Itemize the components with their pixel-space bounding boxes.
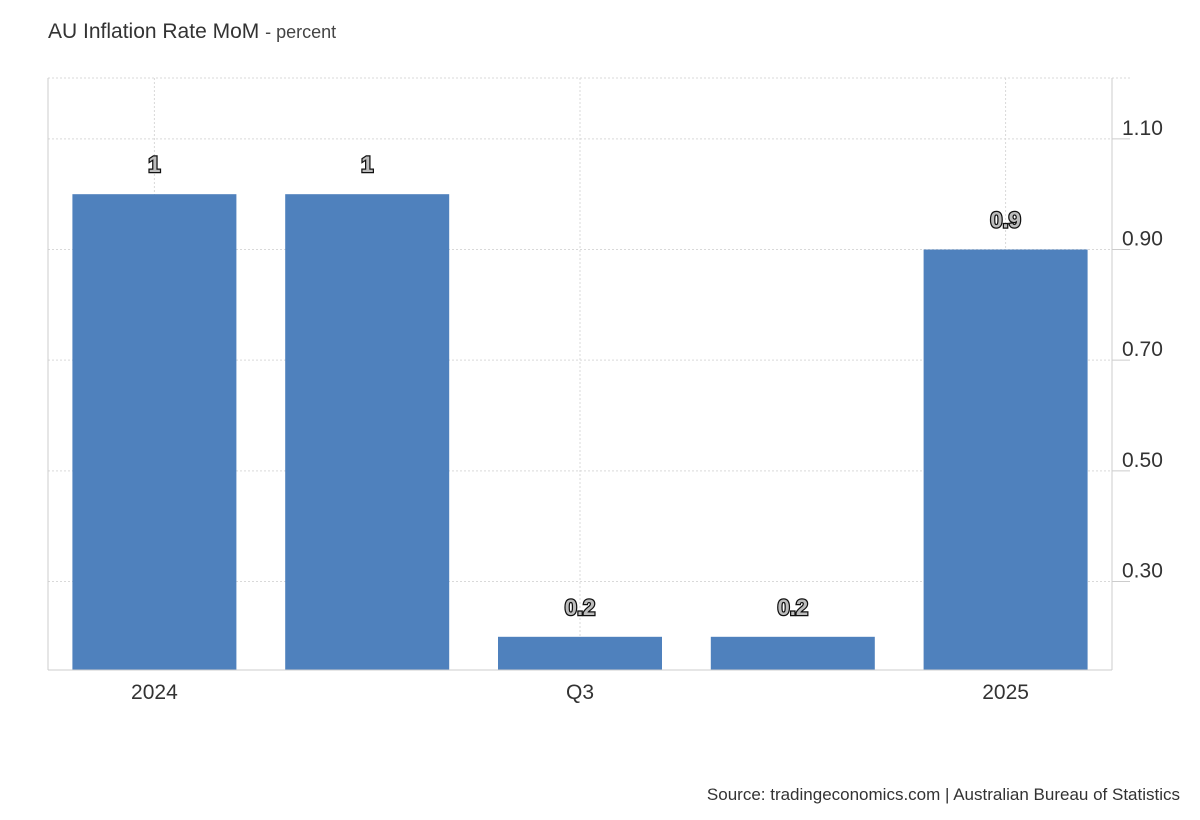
x-tick-label: 2025	[982, 681, 1029, 704]
y-tick-label: 0.30	[1122, 559, 1163, 582]
chart-subtitle: - percent	[265, 22, 337, 42]
chart-title: AU Inflation Rate MoM - percent	[48, 20, 336, 44]
bars	[72, 194, 1088, 670]
bar	[285, 194, 450, 670]
bar	[498, 636, 662, 670]
x-tick-label: 2024	[131, 681, 178, 704]
data-label: 0.2	[565, 595, 596, 620]
y-tick-label: 0.50	[1122, 449, 1163, 472]
x-tick-label: Q3	[566, 681, 594, 704]
y-tick-label: 1.10	[1122, 117, 1163, 140]
bar	[72, 194, 237, 670]
y-tick-label: 0.70	[1122, 338, 1163, 361]
data-label: 0.9	[990, 208, 1021, 233]
axes: 0.30 0.50 0.70 0.90 1.10 2024 Q3 2025	[47, 78, 1163, 704]
data-labels: 1 1 0.2 0.2 0.9	[147, 151, 1022, 621]
source-note: Source: tradingeconomics.com | Australia…	[706, 785, 1180, 804]
bar	[923, 249, 1088, 670]
data-label: 1	[148, 152, 160, 177]
bar	[710, 636, 875, 670]
y-tick-label: 0.90	[1122, 228, 1163, 251]
chart-title-text: AU Inflation Rate MoM	[48, 20, 260, 43]
data-label: 0.2	[778, 595, 809, 620]
data-label: 1	[361, 152, 373, 177]
